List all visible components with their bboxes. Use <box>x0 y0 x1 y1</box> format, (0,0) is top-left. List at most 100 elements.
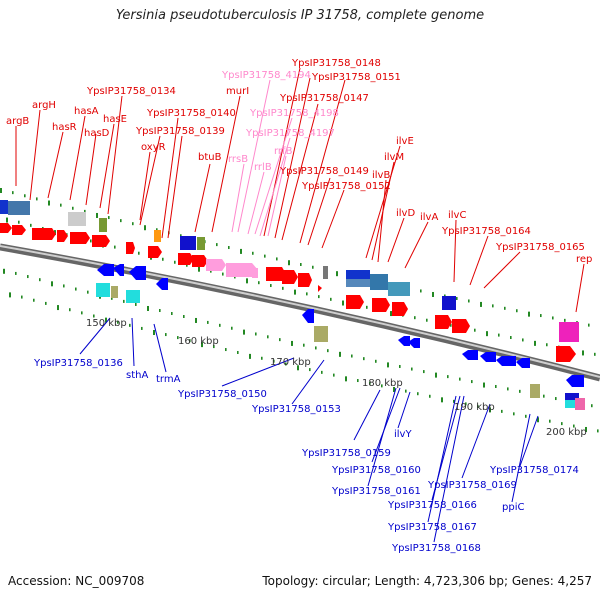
gene-label: argH <box>32 100 56 111</box>
track-dot <box>405 389 407 393</box>
gene-label: YpsIP31758_0174 <box>489 465 579 476</box>
track-dot <box>495 384 497 388</box>
gene-label: YpsIP31758_0147 <box>279 93 369 104</box>
track-dot <box>18 220 20 224</box>
track-dot <box>30 223 32 227</box>
track-dot <box>471 380 473 384</box>
gene-label: YpsIP31758_0150 <box>177 389 267 400</box>
track-dot <box>228 246 230 250</box>
gene-label: YpsIP31758_0148 <box>291 58 381 69</box>
gene-label: YpsIP31758_0139 <box>135 126 225 137</box>
track-dot <box>114 245 116 249</box>
track-dot <box>222 272 224 276</box>
gene-label: YpsIP31758_0159 <box>301 448 391 459</box>
track-dot <box>303 343 305 347</box>
track-dot <box>555 397 557 401</box>
rna-gene-labels: YpsIP31758_4194 YpsIP31758_4198 YpsIP317… <box>221 70 339 173</box>
track-dot <box>369 381 371 385</box>
track-dot <box>498 333 500 337</box>
gene-label: hasA <box>74 106 99 117</box>
rna-label: rrsB <box>228 154 248 165</box>
scale-tick-label: 200 kbp <box>546 427 587 438</box>
track-dot <box>363 357 365 361</box>
track-dot <box>138 251 140 255</box>
track-dot <box>117 320 119 324</box>
track-dot <box>33 298 35 302</box>
rna-label: YpsIP31758_4194 <box>221 70 311 81</box>
track-dot <box>435 372 437 378</box>
track-dot <box>540 314 542 318</box>
gene-label: YpsIP31758_0164 <box>441 226 531 237</box>
track-dot <box>45 301 47 305</box>
track-dot <box>345 376 347 382</box>
other-features-lower <box>96 283 585 410</box>
track-dot <box>516 309 518 313</box>
track-dot <box>480 301 482 307</box>
track-dot <box>420 289 422 293</box>
gene-label: rep <box>576 254 592 265</box>
track-dot <box>15 271 17 275</box>
track-dot <box>456 296 458 300</box>
track-dot <box>417 392 419 396</box>
track-dot <box>522 338 524 342</box>
track-dot <box>573 424 575 428</box>
gene-label: hasR <box>52 122 77 133</box>
gene-label: ppiC <box>502 502 524 513</box>
track-dot <box>489 407 491 413</box>
gene-label: YpsIP31758_0151 <box>311 72 401 83</box>
track-dot <box>123 299 125 303</box>
track-dot <box>225 348 227 352</box>
track-dot <box>57 305 59 311</box>
track-dot <box>336 271 338 277</box>
track-dot <box>321 370 323 374</box>
track-dot <box>237 350 239 354</box>
track-dot <box>429 394 431 398</box>
reverse-gene-labels: YpsIP31758_0136 sthA trmA YpsIP31758_015… <box>33 358 579 554</box>
track-dot <box>132 222 134 226</box>
gene-label: sthA <box>126 370 148 381</box>
track-dot <box>426 318 428 322</box>
track-dot <box>180 234 182 238</box>
gene-label: YpsIP31758_0161 <box>331 486 421 497</box>
track-dot <box>189 339 191 343</box>
track-dot <box>81 311 83 315</box>
track-dot <box>507 387 509 391</box>
scale-tick-label: 160 kbp <box>178 336 219 347</box>
track-dot <box>582 350 584 356</box>
track-dot <box>153 330 155 336</box>
track-dot <box>366 305 368 309</box>
track-dot <box>174 260 176 264</box>
track-dot <box>276 257 278 261</box>
track-dot <box>24 194 26 198</box>
track-dot <box>72 206 74 210</box>
track-dot <box>483 382 485 388</box>
track-dot <box>258 281 260 285</box>
track-dot <box>207 320 209 324</box>
track-dot <box>171 312 173 316</box>
track-dot <box>312 265 314 269</box>
track-dot <box>285 362 287 366</box>
track-dot <box>588 323 590 327</box>
track-dot <box>141 326 143 330</box>
track-dot <box>564 318 566 322</box>
track-dot <box>216 243 218 247</box>
track-dot <box>183 314 185 318</box>
track-dot <box>87 290 89 294</box>
rna-label: rrfB <box>274 146 293 157</box>
track-dot <box>9 292 11 298</box>
accession-text: Accession: NC_009708 <box>8 574 145 588</box>
track-dot <box>165 333 167 337</box>
track-dot <box>177 336 179 340</box>
gene-label: YpsIP31758_0153 <box>251 404 341 415</box>
track-dot <box>84 209 86 213</box>
track-dot <box>477 404 479 408</box>
track-dot <box>0 188 2 193</box>
track-dot <box>414 316 416 320</box>
rna-label: YpsIP31758_4198 <box>249 108 339 119</box>
gene-label: ilvA <box>420 212 438 223</box>
track-dot <box>450 323 452 327</box>
map-title: Yersinia pseudotuberculosis IP 31758, co… <box>115 8 485 23</box>
track-dot <box>231 326 233 330</box>
other-features-upper <box>0 200 579 342</box>
track-dot <box>459 377 461 381</box>
